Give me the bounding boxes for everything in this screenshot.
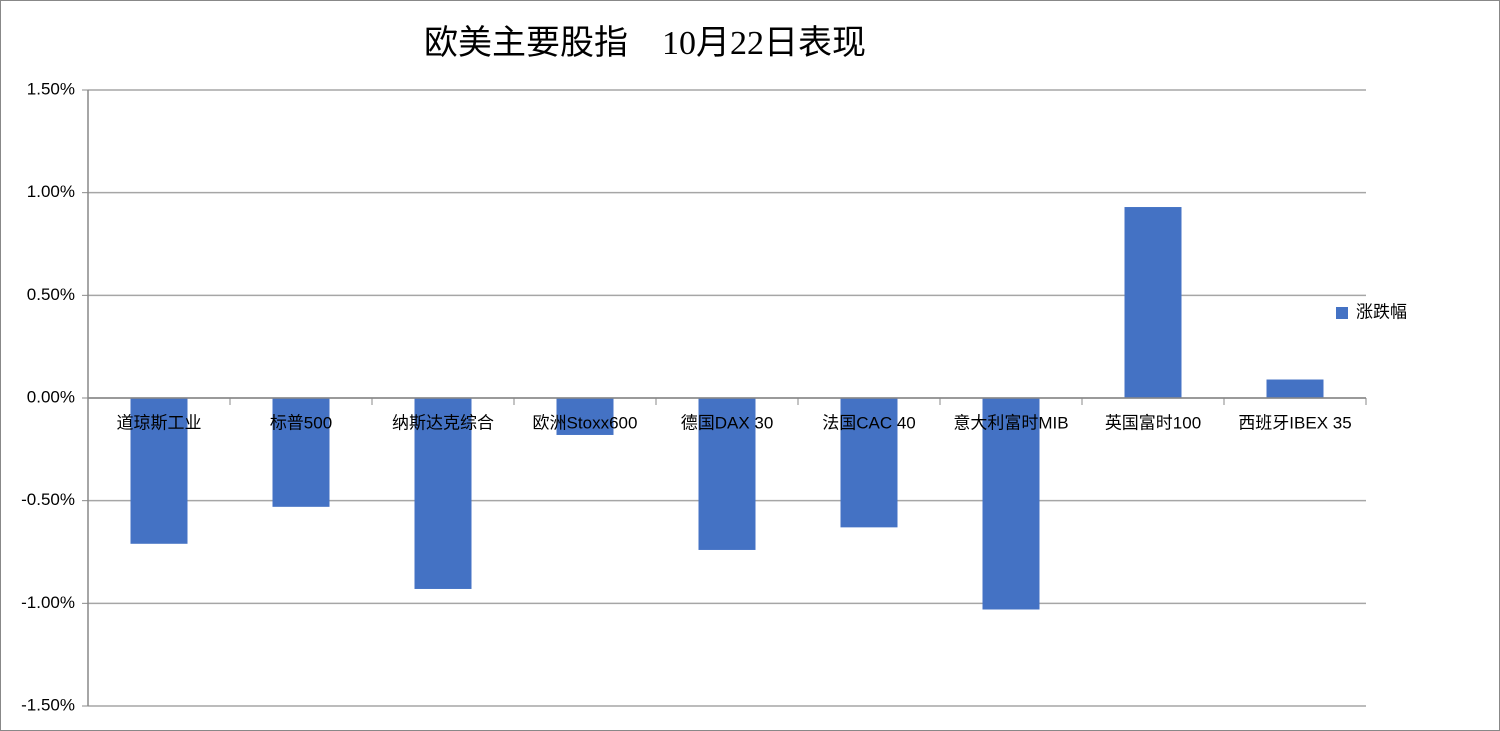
y-tick-label: 0.00% — [27, 387, 75, 406]
y-tick-label: -1.50% — [21, 695, 75, 714]
x-tick-label: 西班牙IBEX 35 — [1238, 413, 1351, 432]
bar — [130, 398, 188, 544]
x-tick-label: 纳斯达克综合 — [392, 413, 494, 432]
bar — [272, 398, 330, 507]
x-tick-label: 道琼斯工业 — [117, 413, 202, 432]
x-tick-label: 英国富时100 — [1105, 413, 1201, 432]
x-tick-label: 法国CAC 40 — [822, 413, 916, 432]
bar — [840, 398, 898, 528]
bar — [414, 398, 472, 589]
chart-title: 欧美主要股指 10月22日表现 — [424, 24, 866, 62]
y-tick-label: 1.00% — [27, 182, 75, 201]
bar — [556, 398, 614, 435]
x-tick-label: 标普500 — [270, 413, 332, 432]
x-tick-label: 德国DAX 30 — [681, 413, 774, 432]
bar — [1124, 207, 1182, 398]
legend-swatch — [1336, 307, 1348, 319]
y-tick-label: -1.00% — [21, 593, 75, 612]
bar — [698, 398, 756, 550]
y-tick-label: 0.50% — [27, 285, 75, 304]
x-tick-label: 欧洲Stoxx600 — [533, 413, 638, 432]
y-tick-label: 1.50% — [27, 79, 75, 98]
bar — [1266, 379, 1324, 398]
legend-label: 涨跌幅 — [1356, 302, 1407, 321]
x-tick-label: 意大利富时MIB — [953, 413, 1068, 432]
y-tick-label: -0.50% — [21, 490, 75, 509]
bar — [982, 398, 1040, 610]
